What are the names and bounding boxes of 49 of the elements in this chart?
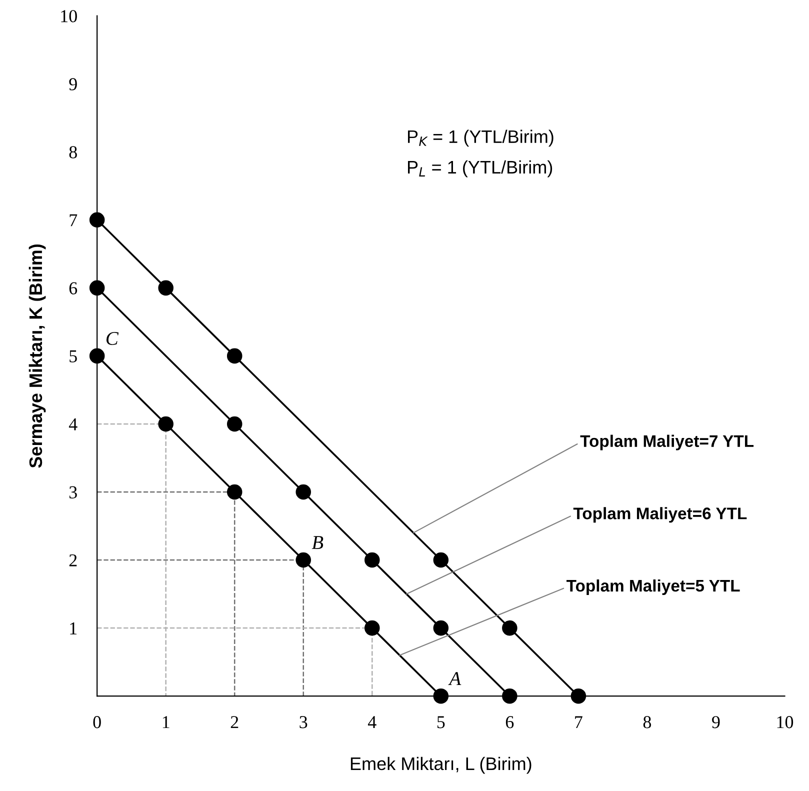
y-tick-label: 4: [68, 418, 78, 430]
x-tick-label: 2: [230, 716, 238, 728]
point: [226, 484, 242, 500]
y-tick-label: 6: [69, 282, 78, 294]
annotation: Toplam Maliyet=5 YTL: [566, 579, 740, 595]
x-tick-label: 7: [575, 716, 582, 728]
point: [89, 280, 105, 296]
y-tick-label: 10: [61, 10, 77, 22]
point: [570, 688, 586, 704]
x-tick-label: 1: [162, 716, 170, 728]
point: [296, 484, 312, 500]
point: [502, 688, 518, 704]
x-tick-label: 0: [93, 716, 101, 728]
y-axis-title: Sermaye Miktarı, K (Birim): [28, 244, 46, 468]
point: [89, 212, 105, 228]
x-tick-label: 5: [437, 716, 445, 728]
point: [433, 688, 449, 704]
annotation: Toplam Maliyet=7 YTL: [580, 434, 754, 450]
x-tick-label: 6: [506, 716, 514, 728]
point: [296, 552, 312, 568]
annotation: A: [448, 672, 462, 685]
y-tick-label: 1: [70, 622, 77, 634]
y-tick-label: 7: [70, 214, 78, 226]
point: [158, 280, 174, 296]
point: [226, 348, 242, 364]
y-tick-label: 2: [69, 554, 77, 566]
point: [364, 620, 380, 636]
point: [158, 416, 174, 432]
point: [89, 348, 105, 364]
x-tick-label: 8: [643, 716, 652, 728]
point: [502, 620, 518, 636]
point: [226, 416, 242, 432]
x-tick-label: 4: [368, 716, 376, 728]
y-tick-label: 8: [69, 146, 77, 158]
x-axis-title: Emek Miktarı, L (Birim): [350, 756, 532, 774]
annotation: P$_{L}$ = 1 (YTL/Birim): [408, 160, 552, 178]
annotation: C: [106, 332, 119, 346]
annotation: P$_{K}$ = 1 (YTL/Birim): [408, 130, 554, 147]
annotation: B: [312, 536, 324, 549]
point: [433, 552, 449, 568]
point: [433, 620, 449, 636]
x-tick-label: 9: [712, 716, 720, 728]
point: [364, 552, 380, 568]
annotation: Toplam Maliyet=6 YTL: [573, 507, 747, 523]
y-tick-label: 5: [70, 350, 77, 362]
x-tick-label: 3: [300, 716, 308, 728]
x-tick-label: 10: [777, 716, 794, 728]
y-tick-label: 3: [69, 486, 77, 498]
y-tick-label: 9: [69, 78, 77, 90]
